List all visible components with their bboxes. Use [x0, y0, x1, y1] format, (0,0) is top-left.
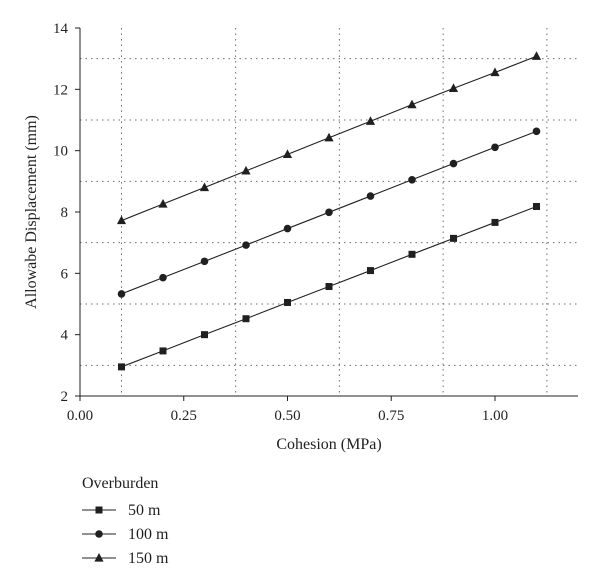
- data-point: [408, 250, 416, 258]
- data-point: [324, 132, 334, 142]
- legend: Overburden 50 m 100 m 150 m: [82, 475, 169, 567]
- y-tick-label: 6: [61, 266, 69, 282]
- x-tick-label: 0.25: [171, 408, 197, 424]
- legend-item: 50 m: [82, 502, 161, 519]
- y-tick-label: 2: [61, 389, 69, 405]
- data-point: [282, 149, 293, 158]
- data-point: [491, 143, 499, 152]
- y-tick-label: 4: [61, 328, 69, 344]
- data-point: [283, 224, 292, 233]
- x-tick-label: 1.00: [482, 408, 508, 424]
- data-point: [117, 290, 126, 298]
- series: [116, 51, 542, 371]
- x-tick-label: 0.75: [378, 408, 404, 424]
- series-2: [117, 127, 541, 298]
- data-point: [201, 331, 208, 339]
- data-point: [242, 241, 250, 249]
- y-tick-label: 8: [61, 205, 69, 221]
- data-point: [284, 298, 291, 306]
- data-point: [450, 234, 457, 242]
- data-point: [325, 208, 333, 217]
- data-point: [159, 347, 167, 355]
- data-point: [242, 315, 250, 323]
- data-point: [449, 159, 458, 168]
- data-point: [408, 176, 416, 184]
- legend-title: Overburden: [82, 475, 158, 492]
- data-point: [158, 199, 168, 208]
- data-point: [325, 283, 333, 291]
- legend-label: 50 m: [128, 502, 161, 519]
- series-1: [118, 202, 540, 371]
- y-tick-label: 12: [53, 82, 68, 98]
- y-tick-label: 14: [53, 21, 69, 37]
- x-tick-label: 0.00: [67, 408, 93, 424]
- axis-ticks: 0.00 0.25 0.50 0.75 1.00 2 4 6 8 10 12 14: [53, 21, 508, 424]
- grid-lines: [80, 28, 578, 396]
- legend-marker: [95, 506, 103, 514]
- data-point: [491, 218, 499, 226]
- legend-item: 100 m: [82, 526, 169, 543]
- data-point: [532, 127, 541, 136]
- y-axis-title: Allowabe Displacement (mm): [23, 115, 40, 309]
- data-point: [533, 202, 540, 210]
- data-point: [531, 51, 542, 60]
- legend-item: 150 m: [82, 550, 169, 567]
- legend-label: 150 m: [128, 550, 169, 567]
- y-tick-label: 10: [53, 144, 68, 160]
- data-point: [407, 99, 417, 109]
- x-tick-label: 0.50: [274, 408, 300, 424]
- legend-marker: [95, 530, 103, 538]
- data-point: [200, 257, 209, 266]
- data-point: [367, 267, 374, 275]
- data-point: [159, 273, 167, 282]
- data-point: [116, 215, 127, 225]
- legend-label: 100 m: [128, 526, 169, 543]
- data-point: [199, 182, 210, 192]
- data-point: [365, 116, 376, 125]
- legend-marker: [94, 553, 104, 562]
- series-3: [116, 51, 542, 225]
- data-point: [241, 165, 251, 175]
- data-point: [490, 67, 500, 77]
- x-axis-title: Cohesion (MPa): [276, 436, 381, 453]
- data-point: [448, 83, 459, 93]
- data-point: [118, 363, 125, 371]
- data-point: [366, 192, 375, 200]
